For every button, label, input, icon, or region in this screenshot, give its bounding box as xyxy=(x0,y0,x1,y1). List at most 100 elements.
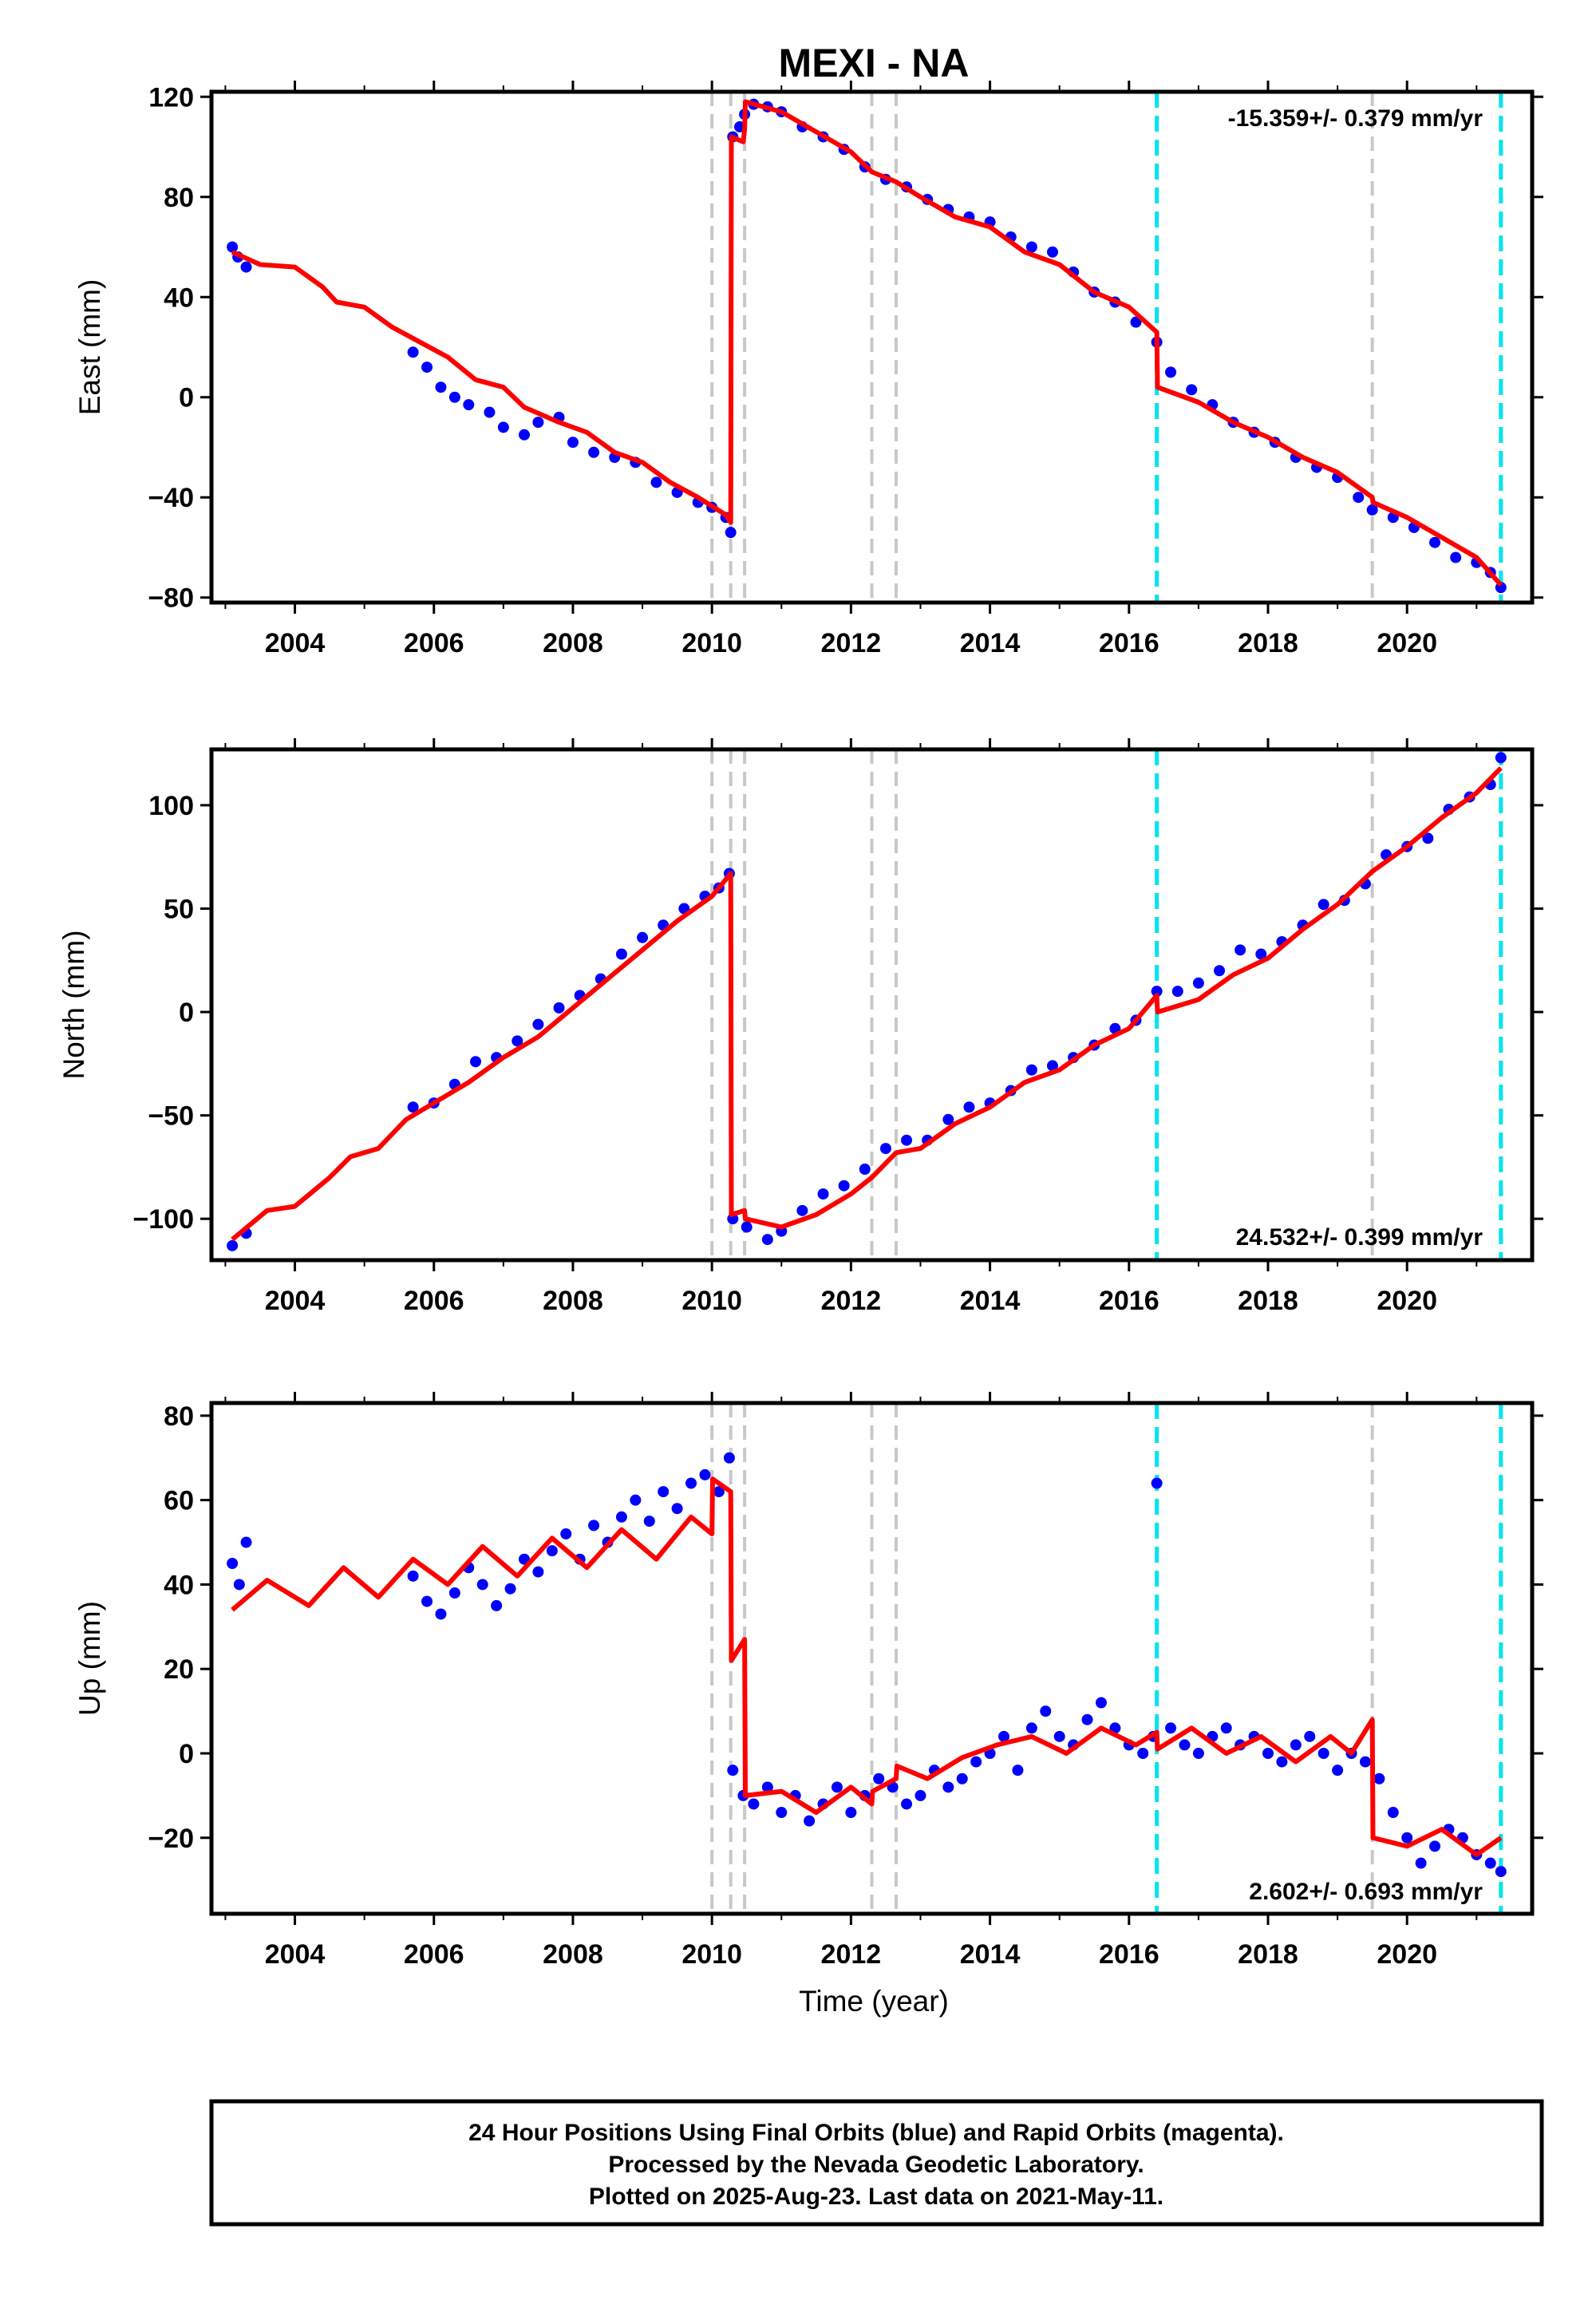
east-data-point xyxy=(1130,316,1142,328)
footer-box: 24 Hour Positions Using Final Orbits (bl… xyxy=(209,2099,1544,2227)
up-data-point xyxy=(723,1452,735,1464)
up-panel: Up (mm) 2.602+/- 0.693 mm/yr 2004 2006 2008 2… xyxy=(73,1392,1543,1970)
east-data-point xyxy=(497,421,509,433)
north-ytick-label: 100 xyxy=(148,791,194,821)
up-data-point xyxy=(998,1730,1009,1742)
east-xtick-label: 2012 xyxy=(821,628,882,658)
up-ytick-label: 80 xyxy=(164,1401,194,1432)
up-data-point xyxy=(685,1477,697,1489)
north-xtick-label: 2018 xyxy=(1238,1286,1298,1316)
north-xtick-label: 2006 xyxy=(404,1286,464,1316)
up-data-point xyxy=(491,1599,503,1611)
up-data-point xyxy=(776,1807,788,1819)
north-data-point xyxy=(637,931,649,943)
up-data-point xyxy=(1053,1730,1065,1742)
up-data-point xyxy=(588,1520,600,1531)
up-ytick-label: 40 xyxy=(164,1570,194,1600)
east-ytick-label: 120 xyxy=(148,82,194,113)
up-data-point xyxy=(435,1608,447,1620)
north-xtick-label: 2010 xyxy=(681,1286,742,1316)
north-data-point xyxy=(553,1002,565,1014)
up-data-point xyxy=(1095,1697,1107,1709)
east-panel: East (mm) -15.359+/- 0.379 mm/yr 2004 2006 2… xyxy=(73,81,1543,658)
up-xtick-label: 2006 xyxy=(404,1939,464,1970)
x-axis-label: Time (year) xyxy=(799,1985,949,2018)
north-data-point xyxy=(901,1134,913,1146)
north-data-point xyxy=(838,1180,850,1192)
north-data-point xyxy=(761,1234,773,1246)
east-data-point xyxy=(240,261,252,273)
north-data-point xyxy=(470,1056,481,1068)
up-data-point xyxy=(560,1528,572,1539)
north-xtick-label: 2020 xyxy=(1377,1286,1437,1316)
up-ytick-label: 0 xyxy=(179,1739,194,1769)
up-ytick-label: −20 xyxy=(148,1824,194,1854)
east-data-point xyxy=(435,381,447,393)
up-data-point xyxy=(915,1789,926,1801)
footer-line-3: Plotted on 2025-Aug-23. Last data on 202… xyxy=(589,2184,1163,2210)
north-data-point xyxy=(1214,965,1226,977)
north-data-point xyxy=(741,1221,753,1233)
up-data-point xyxy=(476,1579,488,1591)
up-data-point xyxy=(804,1815,816,1827)
east-data-point xyxy=(518,429,530,441)
north-ytick-label: −50 xyxy=(148,1101,194,1132)
up-data-point xyxy=(1429,1840,1441,1852)
up-data-point xyxy=(1179,1739,1191,1751)
north-panel: North (mm) 24.532+/- 0.399 mm/yr 2004 2006 2… xyxy=(57,738,1543,1316)
north-data-point xyxy=(817,1188,829,1200)
east-data-point xyxy=(1366,504,1378,516)
up-xtick-label: 2018 xyxy=(1238,1939,1298,1970)
east-data-point xyxy=(650,476,662,488)
up-data-point xyxy=(546,1545,558,1557)
east-data-point xyxy=(1046,246,1058,258)
up-data-point xyxy=(448,1587,460,1599)
north-data-point xyxy=(532,1018,544,1030)
north-data-point xyxy=(512,1035,523,1047)
east-plot-frame xyxy=(209,89,1535,605)
up-data-point xyxy=(643,1516,655,1528)
north-data-point xyxy=(796,1204,808,1216)
north-xtick-label: 2008 xyxy=(543,1286,603,1316)
east-xtick-label: 2006 xyxy=(404,628,464,658)
up-data-point xyxy=(658,1486,670,1498)
north-data-point xyxy=(879,1143,891,1155)
north-data-point xyxy=(1025,1064,1037,1076)
east-data-point xyxy=(532,417,544,429)
east-data-point xyxy=(1450,551,1462,563)
east-xtick-label: 2020 xyxy=(1377,628,1437,658)
up-data-point xyxy=(407,1570,419,1582)
north-ytick-label: 0 xyxy=(179,998,194,1028)
north-data-point xyxy=(1046,1060,1058,1072)
east-model-line xyxy=(231,99,1503,587)
up-xtick-label: 2012 xyxy=(821,1939,882,1970)
up-data-point xyxy=(1276,1756,1288,1768)
up-data-point xyxy=(901,1798,913,1810)
up-data-point xyxy=(727,1765,739,1777)
up-data-point xyxy=(421,1595,433,1607)
east-data-point xyxy=(448,391,460,403)
north-data-point xyxy=(859,1163,871,1175)
up-data-point xyxy=(1495,1866,1507,1878)
up-data-point xyxy=(532,1566,544,1578)
north-data-point xyxy=(227,1239,239,1251)
up-ytick-label: 20 xyxy=(164,1654,194,1685)
up-data-point xyxy=(1373,1773,1385,1784)
up-data-point xyxy=(699,1468,711,1480)
up-data-point xyxy=(831,1781,843,1793)
up-data-point xyxy=(1415,1857,1427,1869)
up-data-point xyxy=(942,1781,954,1793)
up-data-point xyxy=(1262,1748,1274,1760)
north-xtick-label: 2016 xyxy=(1099,1286,1159,1316)
up-data-point xyxy=(615,1511,627,1523)
east-data-point xyxy=(725,527,737,539)
north-ytick-label: 50 xyxy=(164,895,194,925)
up-data-point xyxy=(233,1579,245,1591)
up-data-point xyxy=(1012,1765,1024,1777)
up-data-point xyxy=(630,1494,642,1506)
up-data-point xyxy=(1387,1807,1399,1819)
north-data-point xyxy=(1171,986,1183,998)
up-xtick-label: 2020 xyxy=(1377,1939,1437,1970)
up-data-point xyxy=(1192,1748,1204,1760)
